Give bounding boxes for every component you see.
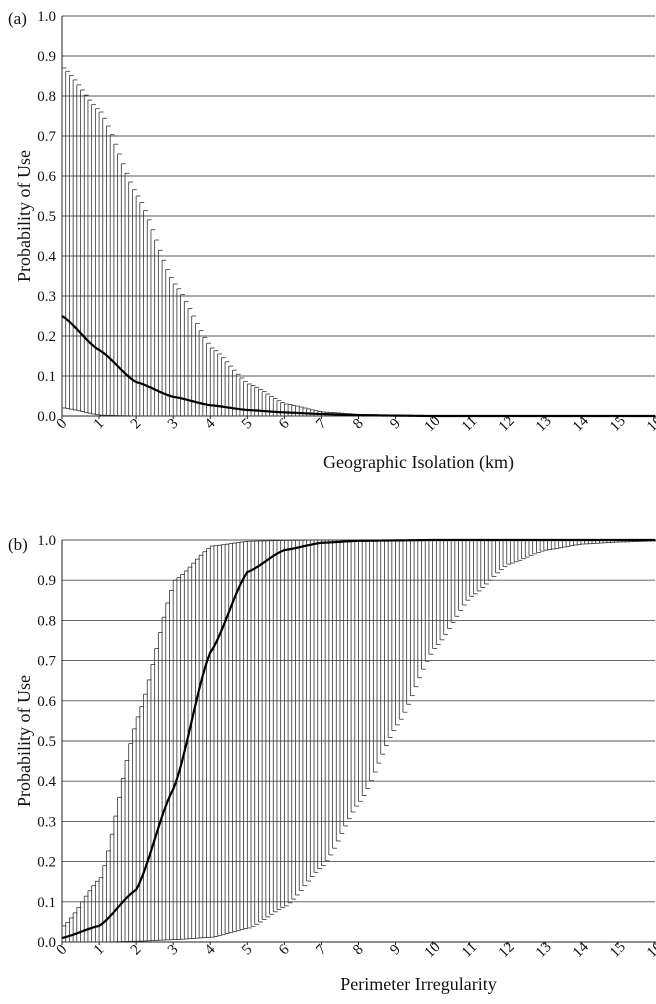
series-line	[61, 538, 655, 940]
series-line	[61, 315, 655, 418]
y-tick-label: 0.1	[37, 369, 56, 385]
y-tick-label: 0.9	[37, 49, 56, 65]
y-tick-label: 0.7	[37, 654, 56, 670]
y-tick-label: 1.0	[37, 533, 56, 549]
panel-label: (a)	[8, 9, 27, 28]
y-tick-label: 0.0	[37, 935, 56, 951]
y-tick-label: 0.5	[37, 734, 56, 750]
y-tick-label: 0.8	[37, 89, 56, 105]
y-tick-label: 0.9	[37, 573, 56, 589]
x-tick-label: 16	[644, 413, 656, 435]
y-tick-label: 0.6	[37, 169, 56, 185]
y-tick-label: 0.1	[37, 895, 56, 911]
y-tick-label: 1.0	[37, 9, 56, 25]
x-axis-title: Geographic Isolation (km)	[323, 452, 514, 473]
y-tick-label: 0.4	[37, 774, 56, 790]
y-tick-label: 0.0	[37, 409, 56, 425]
y-tick-label: 0.5	[37, 209, 56, 225]
chart-panel-a: 0.00.10.20.30.40.50.60.70.80.91.00 1 2 3 4 5 6…	[8, 9, 656, 473]
y-tick-label: 0.3	[37, 814, 56, 830]
x-tick-label: 16	[644, 939, 656, 961]
y-tick-label: 0.6	[37, 694, 56, 710]
y-tick-label: 0.7	[37, 129, 56, 145]
panel-label: (b)	[8, 535, 28, 554]
y-tick-label: 0.8	[37, 613, 56, 629]
y-tick-label: 0.2	[37, 855, 56, 871]
y-axis-title: Probability of Use	[14, 675, 34, 807]
y-axis-title: Probability of Use	[14, 150, 34, 282]
chart-panel-b: 0.00.10.20.30.40.50.60.70.80.91.00 1 2 3 4 5 6…	[8, 533, 656, 994]
y-tick-label: 0.3	[37, 289, 56, 305]
y-tick-label: 0.4	[37, 249, 56, 265]
y-tick-label: 0.2	[37, 329, 56, 345]
x-axis-title: Perimeter Irregularity	[340, 974, 496, 994]
